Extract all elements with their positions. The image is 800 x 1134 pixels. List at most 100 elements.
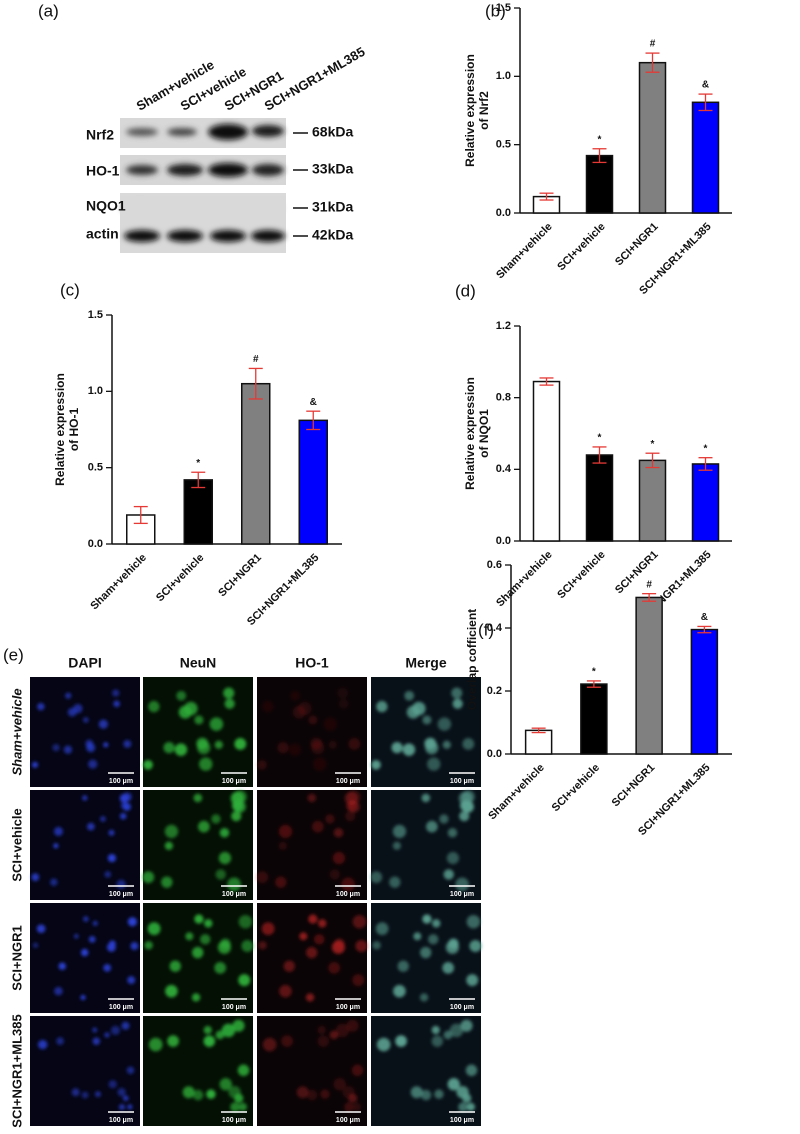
cell bbox=[206, 1089, 216, 1099]
cell bbox=[192, 1089, 204, 1101]
cell bbox=[305, 993, 315, 1002]
channel-header: NeuN bbox=[180, 655, 217, 671]
cell bbox=[197, 741, 211, 755]
x-tick-label: SCI+vehicle bbox=[154, 552, 206, 604]
cell bbox=[230, 1102, 240, 1112]
cell bbox=[372, 940, 381, 950]
significance-mark: * bbox=[598, 134, 602, 145]
cell bbox=[191, 946, 204, 959]
cell bbox=[308, 914, 318, 924]
y-tick-label: 0.0 bbox=[88, 538, 103, 550]
micrograph: 100 μm bbox=[257, 677, 367, 787]
cell bbox=[299, 932, 308, 941]
cell bbox=[31, 761, 39, 768]
cell bbox=[182, 1086, 195, 1099]
cell bbox=[318, 919, 327, 928]
cell bbox=[130, 942, 139, 951]
bar bbox=[585, 154, 614, 214]
cell bbox=[455, 877, 469, 892]
error-bar bbox=[645, 52, 660, 73]
cell bbox=[460, 1019, 473, 1032]
cell bbox=[164, 824, 179, 839]
cell bbox=[147, 922, 161, 936]
bar bbox=[580, 683, 608, 755]
cell bbox=[421, 793, 431, 803]
cell bbox=[402, 743, 416, 756]
bar bbox=[691, 101, 720, 214]
x-tick-label: Sham+vehicle bbox=[486, 762, 547, 823]
cell bbox=[290, 690, 301, 701]
bar bbox=[690, 628, 719, 755]
cell bbox=[462, 738, 475, 750]
cell bbox=[219, 828, 230, 838]
cell bbox=[126, 1066, 135, 1075]
micrograph: 100 μm bbox=[142, 790, 253, 900]
cell bbox=[341, 877, 355, 892]
cell bbox=[283, 960, 295, 972]
cells bbox=[32, 916, 139, 1001]
error-bar bbox=[133, 505, 148, 525]
micrograph: 100 μm bbox=[30, 903, 140, 1013]
cell bbox=[36, 924, 46, 934]
cell bbox=[352, 974, 365, 987]
group-label: SCI+NGR1 bbox=[9, 925, 24, 990]
cell bbox=[412, 701, 426, 716]
cell bbox=[320, 1089, 330, 1099]
cells bbox=[38, 1021, 135, 1111]
bar bbox=[638, 459, 667, 542]
cell bbox=[395, 1035, 407, 1047]
scale-bar-label: 100 μm bbox=[109, 778, 133, 785]
cell bbox=[194, 914, 204, 924]
cell bbox=[214, 740, 223, 749]
cell bbox=[53, 826, 64, 836]
cell bbox=[148, 700, 160, 713]
cells bbox=[256, 790, 361, 892]
cell bbox=[329, 1030, 339, 1040]
cell bbox=[344, 1102, 354, 1112]
y-tick-label: 1.5 bbox=[88, 309, 103, 321]
cell bbox=[121, 1021, 130, 1030]
cell bbox=[54, 986, 63, 996]
cell bbox=[352, 1102, 362, 1112]
x-tick-label: SCI+vehicle bbox=[555, 221, 607, 273]
cell bbox=[404, 690, 415, 701]
y-axis-label: Relative expression bbox=[53, 373, 67, 486]
micrograph-bg bbox=[30, 677, 140, 787]
bar bbox=[241, 382, 271, 545]
x-tick-label: SCI+NGR1 bbox=[613, 549, 661, 597]
cell bbox=[351, 1064, 364, 1077]
cell bbox=[262, 1037, 277, 1052]
cell bbox=[442, 740, 451, 749]
significance-mark: & bbox=[702, 80, 709, 91]
panel-label: (b) bbox=[485, 1, 506, 20]
cell bbox=[442, 961, 455, 974]
cell bbox=[144, 940, 153, 950]
significance-mark: * bbox=[592, 667, 596, 678]
scale-bar-label: 100 μm bbox=[109, 1004, 133, 1011]
scale-bar-label: 100 μm bbox=[336, 1117, 360, 1124]
cell bbox=[348, 738, 361, 750]
cell bbox=[344, 791, 358, 805]
error-bar bbox=[592, 148, 607, 164]
cell bbox=[58, 962, 67, 970]
cell bbox=[81, 1091, 89, 1099]
cell bbox=[261, 922, 275, 936]
cells bbox=[371, 687, 475, 771]
cell bbox=[422, 715, 432, 725]
significance-mark: * bbox=[598, 433, 602, 444]
cell bbox=[337, 687, 349, 699]
cell bbox=[459, 811, 470, 822]
blot-image bbox=[120, 118, 308, 253]
cell bbox=[94, 1091, 101, 1098]
cell bbox=[238, 974, 251, 987]
micrograph: 100 μm bbox=[257, 903, 368, 1013]
x-tick-label: SCI+vehicle bbox=[550, 762, 602, 814]
cell bbox=[116, 879, 126, 890]
cells bbox=[148, 1019, 250, 1112]
cell bbox=[232, 1019, 245, 1032]
panel-label: (f) bbox=[478, 620, 494, 639]
error-bar bbox=[586, 680, 601, 688]
cell bbox=[241, 940, 254, 953]
significance-mark: # bbox=[646, 579, 652, 590]
cell bbox=[191, 993, 201, 1002]
